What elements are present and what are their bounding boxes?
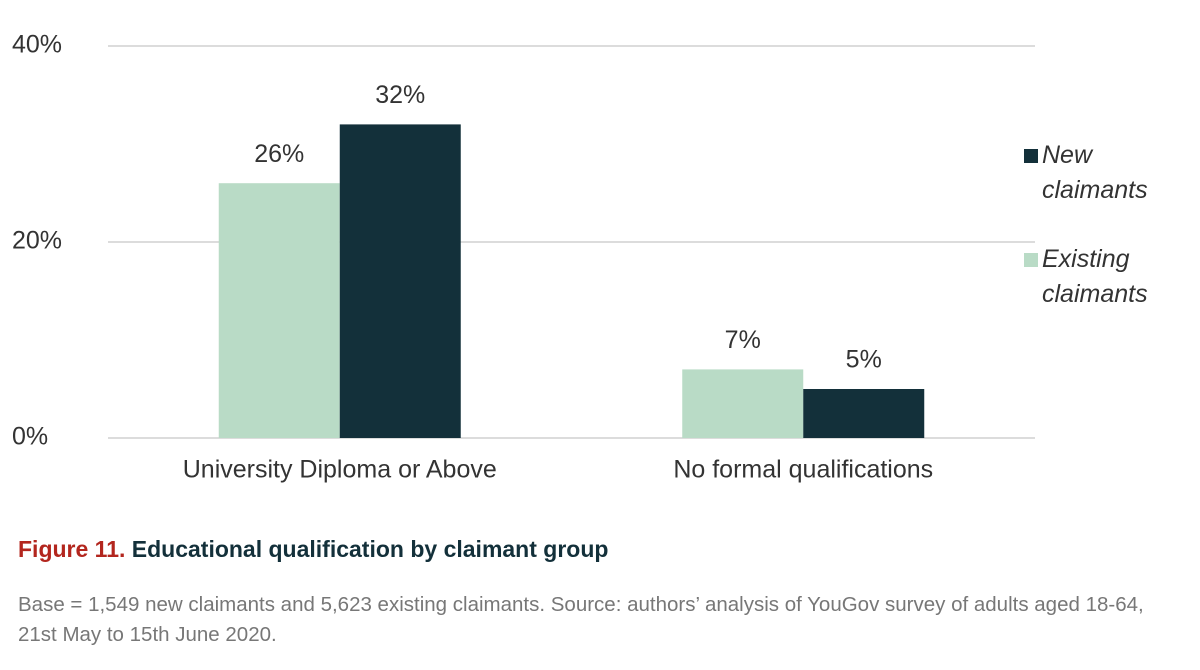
- value-label: 32%: [375, 81, 425, 109]
- note: Base = 1,549 new claimants and 5,623 exi…: [18, 593, 1144, 646]
- y-tick-label: 40%: [12, 31, 62, 59]
- legend: New claimants Existing claimants: [1024, 138, 1194, 346]
- chart: 0% 20% 40% University Diploma or Above 26% 32…: [12, 31, 1035, 484]
- bar: [803, 389, 925, 438]
- value-label: 5%: [846, 346, 882, 374]
- legend-swatch: [1024, 149, 1038, 163]
- x-tick-label: No formal qualifications: [673, 456, 933, 484]
- legend-label: New claimants: [1042, 141, 1148, 204]
- bar: [339, 124, 461, 439]
- caption: Figure 11. Educational qualification by …: [18, 536, 608, 563]
- x-tick-label: University Diploma or Above: [183, 456, 497, 484]
- legend-swatch: [1024, 253, 1038, 267]
- legend-item: Existing claimants: [1024, 242, 1194, 312]
- figure-label: Figure 11.: [18, 536, 126, 562]
- value-label: 7%: [725, 326, 761, 354]
- y-tick-label: 0%: [12, 423, 48, 451]
- bar: [218, 183, 340, 438]
- chart-title: Educational qualification by claimant gr…: [131, 536, 609, 562]
- value-label: 26%: [254, 140, 304, 168]
- bar: [682, 369, 804, 438]
- legend-label: Existing claimants: [1042, 245, 1148, 308]
- legend-item: New claimants: [1024, 138, 1194, 208]
- y-tick-label: 20%: [12, 227, 62, 255]
